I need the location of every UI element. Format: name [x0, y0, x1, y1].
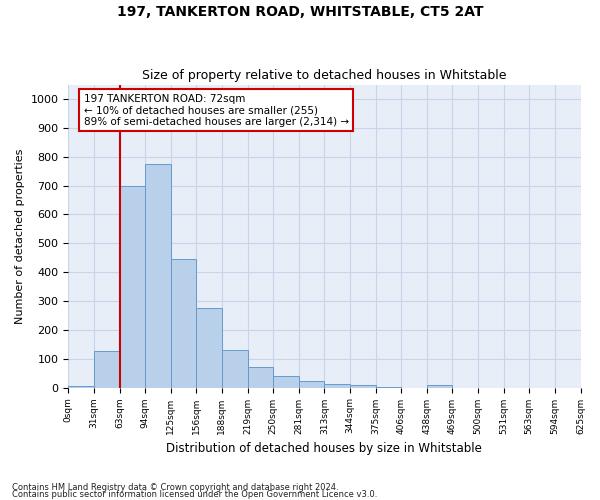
X-axis label: Distribution of detached houses by size in Whitstable: Distribution of detached houses by size …	[166, 442, 482, 455]
Bar	[325, 384, 350, 388]
Bar	[222, 350, 248, 388]
Y-axis label: Number of detached properties: Number of detached properties	[15, 148, 25, 324]
Bar	[119, 186, 145, 388]
Text: Contains HM Land Registry data © Crown copyright and database right 2024.: Contains HM Land Registry data © Crown c…	[12, 484, 338, 492]
Title: Size of property relative to detached houses in Whitstable: Size of property relative to detached ho…	[142, 69, 506, 82]
Text: 197 TANKERTON ROAD: 72sqm
← 10% of detached houses are smaller (255)
89% of semi: 197 TANKERTON ROAD: 72sqm ← 10% of detac…	[83, 94, 349, 127]
Bar	[94, 352, 119, 388]
Bar	[248, 368, 273, 388]
Bar	[145, 164, 171, 388]
Bar	[273, 376, 299, 388]
Text: Contains public sector information licensed under the Open Government Licence v3: Contains public sector information licen…	[12, 490, 377, 499]
Bar	[196, 308, 222, 388]
Bar	[299, 381, 325, 388]
Bar	[68, 386, 94, 388]
Bar	[376, 387, 401, 388]
Bar	[350, 384, 376, 388]
Text: 197, TANKERTON ROAD, WHITSTABLE, CT5 2AT: 197, TANKERTON ROAD, WHITSTABLE, CT5 2AT	[117, 5, 483, 19]
Bar	[427, 386, 452, 388]
Bar	[171, 259, 196, 388]
